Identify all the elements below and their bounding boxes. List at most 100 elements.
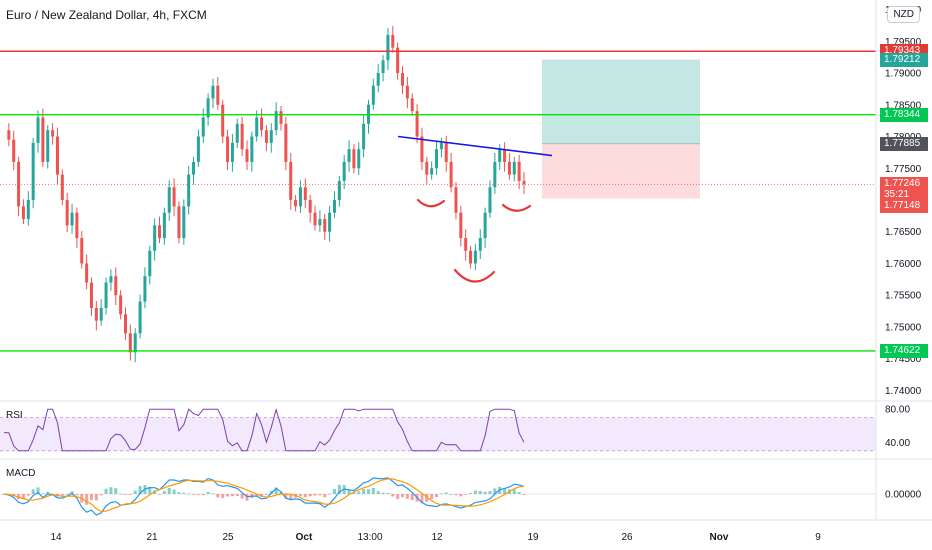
candle xyxy=(381,60,385,74)
rsi-tick: 80.00 xyxy=(885,405,910,416)
macd-histogram-bar xyxy=(332,488,336,494)
candle xyxy=(464,238,468,251)
macd-histogram-bar xyxy=(240,494,244,499)
candle xyxy=(410,98,414,112)
candle xyxy=(158,225,162,239)
candle xyxy=(274,111,278,131)
candle xyxy=(255,117,259,137)
candle xyxy=(503,149,507,162)
macd-histogram-bar xyxy=(298,494,302,496)
macd-histogram-bar xyxy=(274,487,278,494)
macd-histogram-bar xyxy=(114,488,118,494)
macd-histogram-bar xyxy=(503,487,507,494)
rsi-line xyxy=(3,408,525,452)
candle xyxy=(46,130,50,162)
candle xyxy=(36,117,40,143)
candle xyxy=(347,149,351,162)
candle xyxy=(313,212,317,226)
macd-histogram-bar xyxy=(464,494,468,495)
candle xyxy=(289,161,293,200)
candle xyxy=(439,142,443,150)
macd-histogram-bar xyxy=(206,491,210,494)
candle xyxy=(216,85,220,105)
candle xyxy=(264,130,268,143)
time-tick: 13:00 xyxy=(357,532,382,543)
candle xyxy=(454,187,458,213)
macd-histogram-bar xyxy=(133,490,137,494)
candle xyxy=(70,212,74,226)
macd-histogram-bar xyxy=(158,494,162,495)
candle xyxy=(7,130,11,140)
candle xyxy=(318,219,322,226)
macd-histogram-bar xyxy=(323,494,327,498)
candle xyxy=(240,123,244,150)
candle xyxy=(94,307,98,321)
candle xyxy=(284,123,288,162)
head-arc xyxy=(453,268,496,283)
candle xyxy=(89,282,93,308)
macd-histogram-bar xyxy=(483,491,487,494)
macd-histogram-bar xyxy=(221,494,225,498)
macd-histogram-bar xyxy=(381,492,385,494)
macd-histogram-bar xyxy=(454,494,458,496)
candle xyxy=(357,149,361,169)
macd-histogram-bar xyxy=(473,490,477,494)
macd-histogram-bar xyxy=(444,492,448,494)
macd-histogram-bar xyxy=(187,493,191,495)
macd-histogram-bar xyxy=(517,492,521,494)
signal-line xyxy=(3,478,525,513)
macd-histogram-bar xyxy=(512,489,516,494)
candle xyxy=(279,111,283,124)
candle xyxy=(41,117,45,162)
price-axis-label: 1.74622 xyxy=(880,343,928,358)
macd-histogram-bar xyxy=(303,494,307,498)
macd-histogram-bar xyxy=(85,494,89,505)
macd-histogram-bar xyxy=(94,494,98,501)
macd-histogram-bar xyxy=(376,491,380,494)
candle xyxy=(449,161,453,188)
macd-histogram-bar xyxy=(347,489,351,494)
macd-histogram-bar xyxy=(172,489,176,494)
main-price-pane xyxy=(0,26,876,363)
macd-histogram-bar xyxy=(99,494,103,496)
macd-histogram-bar xyxy=(109,487,113,494)
time-tick: 19 xyxy=(527,532,539,543)
currency-badge[interactable]: NZD xyxy=(887,6,920,23)
candle xyxy=(498,149,502,162)
rsi-band xyxy=(0,417,876,451)
price-tick: 1.79000 xyxy=(885,69,922,80)
macd-histogram-bar xyxy=(192,494,196,495)
macd-histogram-bar xyxy=(352,492,356,494)
macd-histogram-bar xyxy=(260,494,264,497)
macd-histogram-bar xyxy=(439,493,443,495)
time-tick: 12 xyxy=(431,532,443,543)
macd-histogram-bar xyxy=(211,493,215,495)
time-tick: 9 xyxy=(815,532,821,543)
target-zone xyxy=(542,59,700,144)
candle xyxy=(245,149,249,162)
rsi-label: RSI xyxy=(6,410,23,421)
price-tick: 1.79500 xyxy=(885,37,922,48)
macd-histogram-bar xyxy=(308,494,312,497)
candle xyxy=(230,142,234,162)
macd-histogram-bar xyxy=(162,491,166,494)
macd-histogram-bar xyxy=(235,494,239,496)
candle xyxy=(177,206,181,239)
candle xyxy=(99,307,103,321)
macd-histogram-bar xyxy=(264,494,268,495)
candle xyxy=(425,161,429,175)
candle xyxy=(201,117,205,137)
candle xyxy=(26,200,30,220)
candle xyxy=(435,149,439,169)
macd-histogram-bar xyxy=(371,487,375,494)
price-tick: 1.76000 xyxy=(885,259,922,270)
macd-histogram-bar xyxy=(41,493,45,495)
candle xyxy=(430,168,434,175)
macd-histogram-bar xyxy=(357,491,361,494)
candle xyxy=(308,200,312,213)
macd-histogram-bar xyxy=(21,494,25,500)
candle xyxy=(114,276,118,296)
candle xyxy=(328,212,332,232)
price-axis-label: 1.77148 xyxy=(880,198,928,213)
